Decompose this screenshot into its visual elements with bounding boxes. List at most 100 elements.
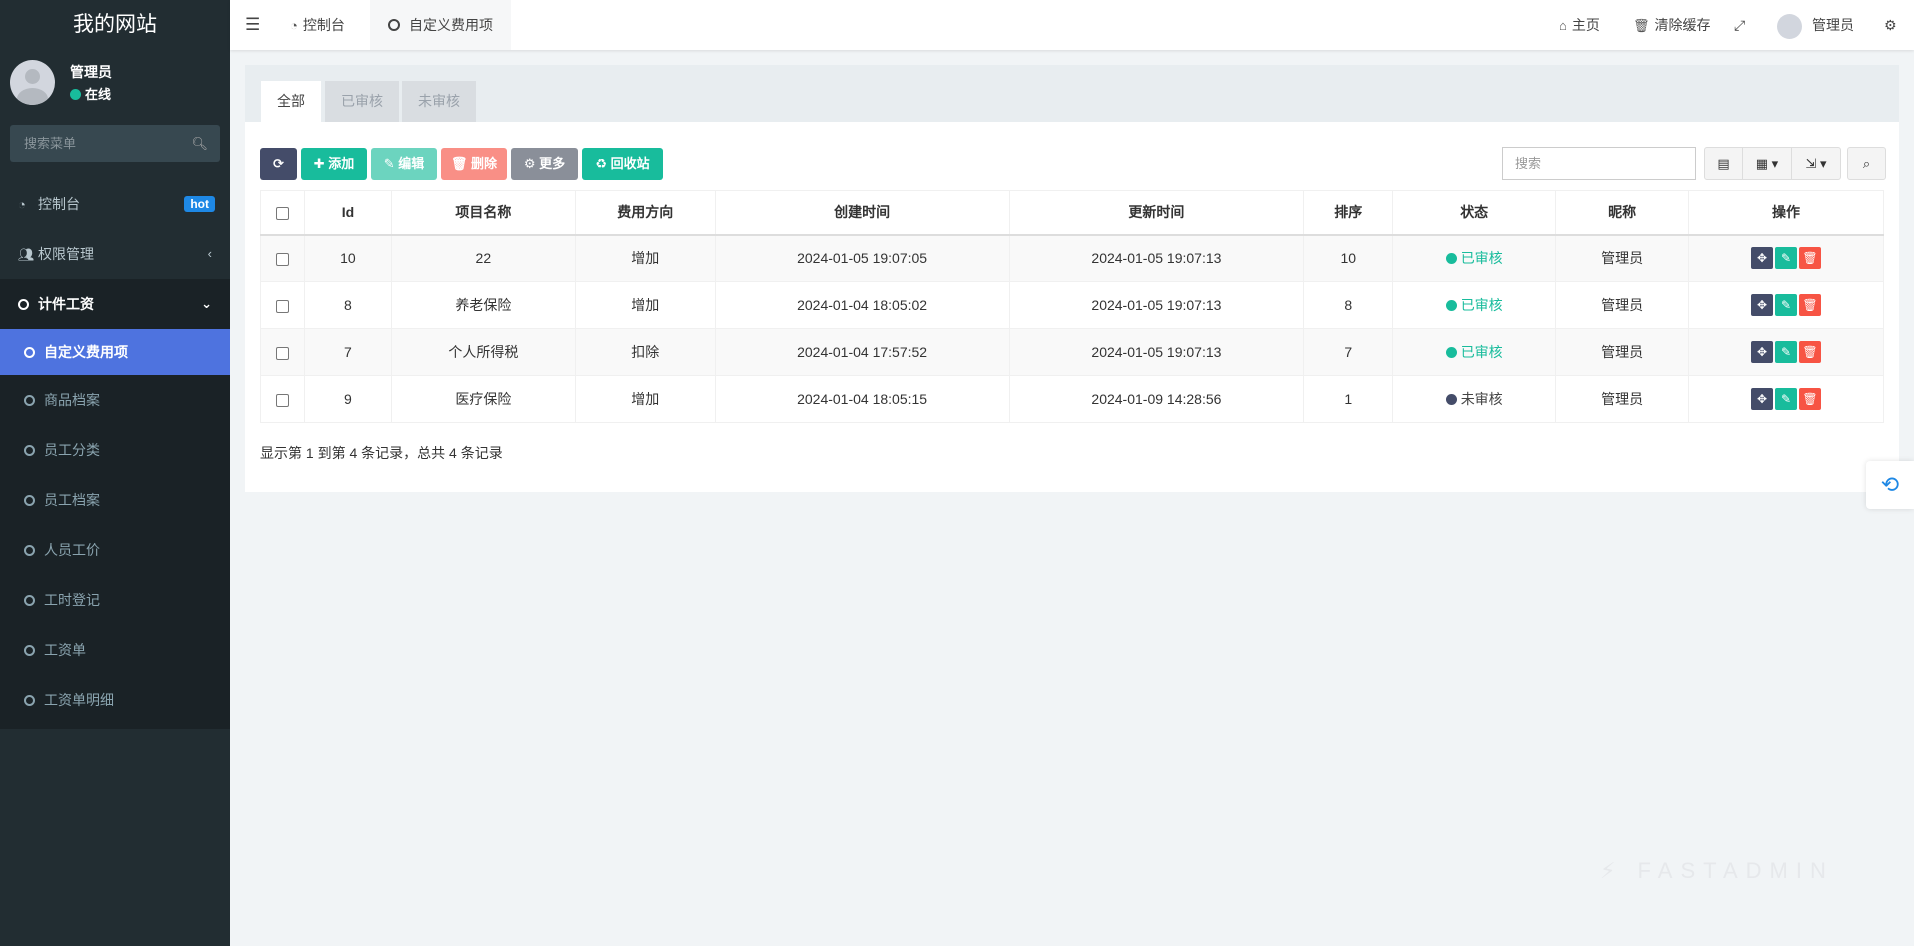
- cell-status[interactable]: 已审核: [1392, 234, 1557, 282]
- col-nickname[interactable]: 昵称: [1555, 190, 1690, 236]
- sidebar-item-payroll-detail[interactable]: 工资单明细: [0, 675, 230, 729]
- cell-created: 2024-01-04 18:05:02: [714, 281, 1010, 329]
- refresh-button[interactable]: ⟳: [260, 148, 297, 180]
- cell-actions: ✥ ✎ 🗑︎: [1688, 375, 1884, 423]
- users-icon: 👥︎: [18, 247, 35, 262]
- col-direction[interactable]: 费用方向: [574, 190, 716, 236]
- search-toggle-button[interactable]: ⌕: [1847, 147, 1886, 180]
- status-label: 在线: [85, 87, 112, 102]
- menu-label: 人员工价: [44, 542, 100, 558]
- menu-toggle-icon[interactable]: ☰: [245, 15, 261, 34]
- row-checkbox[interactable]: [260, 281, 305, 329]
- tab-dashboard[interactable]: ◔ 控制台: [290, 0, 345, 50]
- menu-label: 工时登记: [44, 592, 100, 608]
- delete-button[interactable]: 🗑︎ 删除: [441, 148, 507, 180]
- sidebar-item-timesheet[interactable]: 工时登记: [0, 575, 230, 625]
- toggle-view-button[interactable]: ▤: [1704, 147, 1743, 180]
- sidebar-item-employee-category[interactable]: 员工分类: [0, 425, 230, 475]
- row-checkbox[interactable]: [260, 328, 305, 376]
- delete-row-button[interactable]: 🗑︎: [1799, 341, 1822, 363]
- drag-sort-button[interactable]: ✥: [1751, 247, 1774, 270]
- sidebar-item-piece-rates[interactable]: 人员工价: [0, 525, 230, 575]
- drag-sort-button[interactable]: ✥: [1751, 294, 1774, 316]
- sidebar-item-dashboard[interactable]: ◔ 控制台 hot: [0, 179, 230, 229]
- search-placeholder: 搜索菜单: [24, 136, 77, 151]
- edit-row-button[interactable]: ✎: [1775, 247, 1798, 270]
- col-created[interactable]: 创建时间: [714, 190, 1010, 236]
- select-all-checkbox[interactable]: [260, 190, 305, 236]
- more-button[interactable]: ⚙ 更多: [511, 148, 578, 180]
- pagination-info: 显示第 1 到第 4 条记录，总共 4 条记录: [260, 445, 503, 461]
- cell-status[interactable]: 未审核: [1392, 375, 1557, 423]
- add-button[interactable]: ✚ 添加: [301, 148, 367, 180]
- status-dot-icon: [1445, 300, 1457, 311]
- cell-id: 9: [303, 375, 392, 423]
- fullscreen-icon[interactable]: ⤢: [1734, 17, 1746, 33]
- online-dot-icon: [70, 89, 81, 100]
- row-checkbox[interactable]: [260, 375, 305, 423]
- edit-row-button[interactable]: ✎: [1775, 341, 1798, 363]
- floating-helper-icon[interactable]: ⟲: [1866, 461, 1914, 509]
- export-dropdown-button[interactable]: ⇲ ▾: [1791, 147, 1841, 180]
- pencil-icon: ✎: [383, 156, 399, 171]
- recycle-bin-button[interactable]: ♻ 回收站: [582, 148, 663, 180]
- col-status[interactable]: 状态: [1392, 190, 1557, 236]
- col-updated[interactable]: 更新时间: [1008, 190, 1305, 236]
- tab-label: 控制台: [302, 17, 345, 33]
- home-link[interactable]: ⌂ 主页: [1559, 0, 1600, 50]
- user-menu[interactable]: 管理员: [1777, 0, 1854, 50]
- sidebar-item-payroll[interactable]: 工资单: [0, 625, 230, 675]
- status-tabs: 全部 已审核 未审核: [245, 65, 1899, 122]
- user-label: 管理员: [1812, 17, 1854, 33]
- circle-icon: [24, 695, 35, 706]
- avatar: [10, 60, 55, 105]
- drag-sort-button[interactable]: ✥: [1751, 341, 1774, 363]
- cell-status[interactable]: 已审核: [1392, 281, 1557, 329]
- tab-all[interactable]: 全部: [261, 81, 321, 122]
- tab-approved[interactable]: 已审核: [325, 81, 399, 122]
- col-name[interactable]: 项目名称: [390, 190, 576, 236]
- clear-cache-button[interactable]: 🗑︎ 清除缓存: [1633, 0, 1711, 50]
- edit-row-button[interactable]: ✎: [1775, 294, 1798, 316]
- menu-label: 员工分类: [44, 442, 100, 458]
- sidebar-item-products[interactable]: 商品档案: [0, 375, 230, 425]
- gear-icon: ⚙: [523, 156, 540, 171]
- sidebar-item-employee-files[interactable]: 员工档案: [0, 475, 230, 525]
- table-search-input[interactable]: 搜索: [1502, 147, 1696, 180]
- status-label: 已审核: [1460, 297, 1503, 313]
- cell-nickname: 管理员: [1555, 281, 1690, 329]
- status-label: 已审核: [1460, 344, 1503, 360]
- row-checkbox[interactable]: [260, 234, 305, 282]
- cell-nickname: 管理员: [1555, 234, 1690, 282]
- delete-row-button[interactable]: 🗑︎: [1799, 247, 1822, 270]
- sidebar-item-permissions[interactable]: 👥︎ 权限管理 ‹: [0, 229, 230, 279]
- watermark-logo: ⚡ FASTADMIN: [1600, 858, 1834, 883]
- avatar: [1777, 13, 1802, 39]
- cell-actions: ✥ ✎ 🗑︎: [1688, 328, 1884, 376]
- table-header: Id 项目名称 费用方向 创建时间 更新时间 排序 状态 昵称 操作: [260, 190, 1884, 236]
- tab-custom-fees[interactable]: 自定义费用项: [370, 0, 511, 50]
- menu-search-input[interactable]: 搜索菜单 🔍︎: [10, 125, 220, 162]
- user-name: 管理员: [70, 64, 112, 80]
- cell-status[interactable]: 已审核: [1392, 328, 1557, 376]
- tab-pending[interactable]: 未审核: [402, 81, 476, 122]
- sidebar-item-custom-fees[interactable]: 自定义费用项: [0, 329, 230, 375]
- delete-row-button[interactable]: 🗑︎: [1799, 294, 1822, 316]
- cell-direction: 增加: [574, 375, 716, 423]
- edit-button[interactable]: ✎ 编辑: [371, 148, 437, 180]
- cell-sort: 7: [1303, 328, 1394, 376]
- delete-row-button[interactable]: 🗑︎: [1799, 388, 1822, 410]
- search-icon: 🔍︎: [191, 136, 208, 151]
- col-id[interactable]: Id: [303, 190, 392, 236]
- chevron-left-icon: ‹: [207, 246, 212, 261]
- edit-row-button[interactable]: ✎: [1775, 388, 1798, 410]
- drag-sort-button[interactable]: ✥: [1751, 388, 1774, 410]
- columns-dropdown-button[interactable]: ▦ ▾: [1742, 147, 1792, 180]
- cell-direction: 增加: [574, 281, 716, 329]
- col-sort[interactable]: 排序: [1303, 190, 1394, 236]
- site-logo[interactable]: 我的网站: [0, 0, 230, 50]
- hot-badge: hot: [184, 196, 215, 212]
- settings-gears-icon[interactable]: ⚙: [1884, 17, 1897, 33]
- export-icon: ⇲ ▾: [1805, 156, 1827, 171]
- sidebar-item-piecework[interactable]: 计件工资 ⌄: [0, 279, 230, 329]
